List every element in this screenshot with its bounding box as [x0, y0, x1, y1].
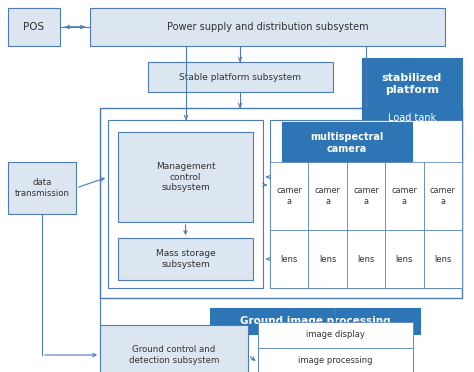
Text: camer
a: camer a — [276, 186, 302, 206]
Text: Ground control and
detection subsystem: Ground control and detection subsystem — [129, 345, 219, 365]
Bar — [362, 58, 462, 110]
Text: lens: lens — [319, 254, 336, 263]
Text: lens: lens — [396, 254, 413, 263]
Text: Mass storage
subsystem: Mass storage subsystem — [155, 249, 215, 269]
Bar — [270, 162, 309, 230]
Bar — [8, 162, 76, 214]
Bar — [309, 230, 347, 288]
Bar — [347, 230, 385, 288]
Bar — [385, 230, 424, 288]
Bar — [118, 132, 253, 222]
Bar — [270, 230, 309, 288]
Text: stabilized
platform: stabilized platform — [382, 73, 442, 95]
Bar — [90, 8, 445, 46]
Text: lens: lens — [434, 254, 452, 263]
Bar — [210, 308, 420, 334]
Text: Power supply and distribution subsystem: Power supply and distribution subsystem — [167, 22, 368, 32]
Bar — [309, 162, 347, 230]
Text: multispectral
camera: multispectral camera — [310, 132, 383, 154]
Text: camer
a: camer a — [315, 186, 340, 206]
Bar — [148, 62, 333, 92]
Text: lens: lens — [357, 254, 374, 263]
Text: POS: POS — [23, 22, 45, 32]
Text: Load tank: Load tank — [388, 113, 436, 123]
Text: Management
control
subsystem: Management control subsystem — [155, 162, 215, 192]
Bar — [385, 162, 424, 230]
Bar — [108, 120, 263, 288]
Text: Stable platform subsystem: Stable platform subsystem — [180, 73, 301, 81]
Bar — [118, 238, 253, 280]
Bar — [424, 230, 462, 288]
Bar — [347, 162, 385, 230]
Bar — [100, 325, 248, 372]
Text: camer
a: camer a — [392, 186, 417, 206]
Text: lens: lens — [281, 254, 298, 263]
Text: image processing: image processing — [298, 356, 373, 365]
Bar — [258, 322, 413, 347]
Bar — [362, 108, 462, 128]
Text: data
transmission: data transmission — [15, 178, 70, 198]
Text: camer
a: camer a — [353, 186, 379, 206]
Bar — [258, 347, 413, 372]
Bar — [282, 122, 412, 164]
Text: camer
a: camer a — [430, 186, 456, 206]
Bar — [270, 120, 462, 288]
Bar — [100, 108, 462, 298]
Text: image display: image display — [306, 330, 365, 339]
Bar — [258, 322, 413, 372]
Bar — [8, 8, 60, 46]
Text: Ground image processing: Ground image processing — [240, 316, 390, 326]
Bar — [424, 162, 462, 230]
